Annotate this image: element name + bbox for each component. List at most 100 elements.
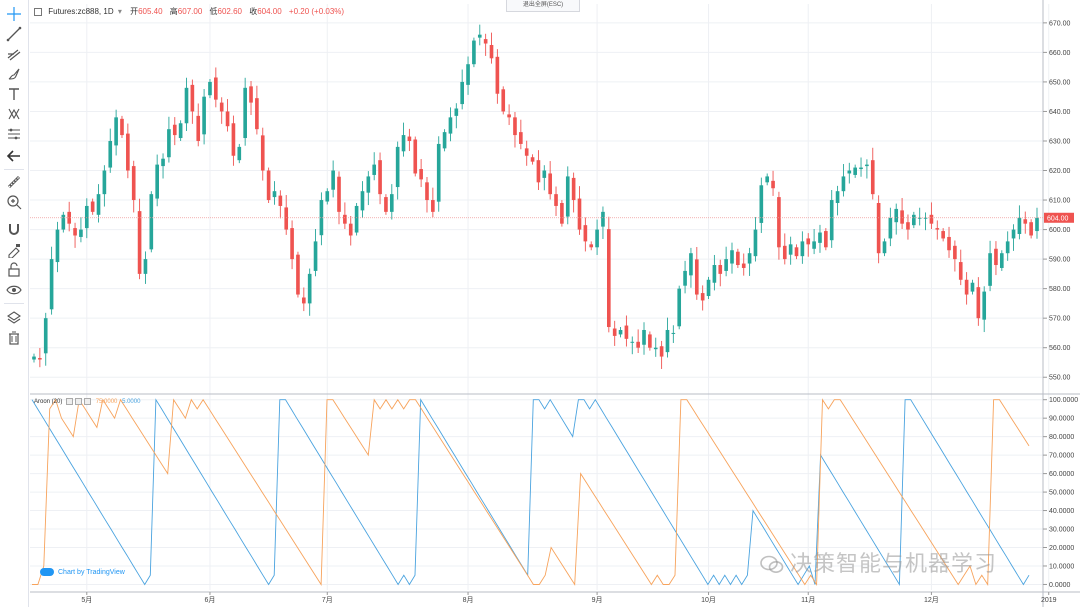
candle-body <box>284 207 289 230</box>
symbol-label[interactable]: Futures:zc888, 1D <box>48 7 114 16</box>
candle-body <box>167 129 171 158</box>
crosshair-icon[interactable] <box>6 6 22 22</box>
candle-body <box>906 222 910 230</box>
hide-icon[interactable] <box>75 398 83 405</box>
last-price-label: 604.00 <box>1047 215 1069 222</box>
candle-body <box>448 117 453 134</box>
candle-body <box>865 164 869 167</box>
candle-body <box>477 34 482 38</box>
watermark-text: 决策智能与机器学习 <box>790 552 998 577</box>
candle-body <box>472 40 476 65</box>
candle-body <box>677 288 682 327</box>
left-toolbar <box>0 0 29 607</box>
collapse-toggle-icon[interactable] <box>34 7 42 16</box>
candle-body <box>278 195 283 206</box>
exit-fullscreen-button[interactable]: 退出全屏(ESC) <box>506 0 580 12</box>
candle-body <box>319 200 324 236</box>
tradingview-cloud-icon <box>40 568 54 576</box>
candle-body <box>542 170 547 178</box>
time-tick-label: 2019 <box>1041 597 1057 604</box>
aroon-label[interactable]: Aroon (20) <box>34 399 63 406</box>
candle-body <box>219 102 224 112</box>
candle-body <box>419 169 423 180</box>
measure-icon[interactable] <box>6 126 22 142</box>
candle-body <box>782 245 787 260</box>
ruler-icon[interactable] <box>6 174 22 190</box>
candle-body <box>577 198 582 230</box>
magnet-icon[interactable] <box>6 222 22 238</box>
candle-body <box>84 205 89 229</box>
candle-body <box>190 84 195 112</box>
candle-body <box>724 259 728 271</box>
candle-body <box>630 341 635 343</box>
credit-text[interactable]: Chart by TradingView <box>58 568 125 576</box>
layers-icon[interactable] <box>6 310 22 326</box>
candle-body <box>624 325 629 339</box>
candle-body <box>689 253 693 276</box>
open-value: 605.40 <box>138 7 163 16</box>
tradingview-credit[interactable]: Chart by TradingView <box>40 568 125 576</box>
eye-icon[interactable] <box>6 282 22 298</box>
candle-body <box>214 77 218 100</box>
trash-icon[interactable] <box>6 330 22 346</box>
candle-body <box>249 86 253 103</box>
zoom-in-icon[interactable] <box>6 194 22 210</box>
candle-body <box>618 329 623 335</box>
candle-body <box>343 214 347 224</box>
candle-body <box>266 170 271 201</box>
back-arrow-icon[interactable] <box>6 148 22 164</box>
price-tick-label: 590.00 <box>1049 257 1071 264</box>
candle-body <box>366 176 371 193</box>
candle-body <box>313 241 318 271</box>
candle-body <box>829 200 834 241</box>
settings-icon[interactable] <box>66 398 74 405</box>
lock-drawings-icon[interactable] <box>6 242 22 258</box>
pitchfork-icon[interactable] <box>6 46 22 62</box>
close-icon[interactable] <box>84 398 92 405</box>
candle-body <box>372 164 377 175</box>
trend-line-icon[interactable] <box>6 26 22 42</box>
price-tick-label: 600.00 <box>1049 227 1071 234</box>
candle-body <box>143 259 148 274</box>
candle-body <box>1005 241 1010 254</box>
aroon-tick-label: 50.0000 <box>1049 490 1074 497</box>
candle-body <box>272 191 277 198</box>
aroon-up-line <box>32 398 1030 586</box>
candle-body <box>900 210 904 224</box>
aroon-tick-label: 40.0000 <box>1049 508 1074 515</box>
text-icon[interactable] <box>6 86 22 102</box>
aroon-down-line <box>31 398 1030 587</box>
candle-body <box>601 211 605 227</box>
candle-body <box>255 98 259 130</box>
candle-body <box>1029 222 1033 236</box>
candle-body <box>947 236 951 251</box>
price-tick-label: 610.00 <box>1049 198 1071 205</box>
candle-body <box>425 182 429 201</box>
candle-body <box>741 263 746 268</box>
candle-body <box>454 108 459 116</box>
candle-body <box>912 214 916 226</box>
candle-body <box>583 225 588 242</box>
brush-icon[interactable] <box>6 66 22 82</box>
candle-body <box>718 265 723 274</box>
price-tick-label: 670.00 <box>1049 20 1071 27</box>
interval-dropdown-icon[interactable]: ▾ <box>117 7 122 16</box>
aroon-tick-label: 90.0000 <box>1049 416 1074 423</box>
candle-body <box>765 176 770 183</box>
candle-body <box>196 115 201 141</box>
pattern-icon[interactable] <box>6 106 22 122</box>
candle-body <box>771 180 775 189</box>
aroon-tick-label: 30.0000 <box>1049 527 1074 534</box>
candle-body <box>671 332 676 334</box>
candle-body <box>818 232 822 243</box>
candle-body <box>853 167 857 175</box>
candle-body <box>208 81 212 96</box>
candle-body <box>607 229 611 328</box>
candle-body <box>337 176 341 212</box>
candle-body <box>706 279 711 297</box>
candle-body <box>260 135 265 171</box>
candle-body <box>524 148 529 156</box>
unlock-icon[interactable] <box>6 262 22 278</box>
candle-body <box>431 200 435 212</box>
